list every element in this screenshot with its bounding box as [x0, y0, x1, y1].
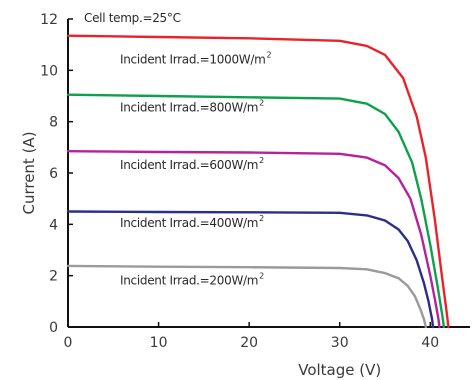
series-label-superscript: 2: [259, 156, 264, 165]
y-tick-label: 2: [49, 269, 58, 285]
x-tick-label: 0: [64, 335, 73, 351]
cell-temp-note: Cell temp.=25°C: [84, 11, 181, 25]
y-axis-title: Current (A): [20, 131, 38, 214]
series-label: Incident Irrad.=600W/m: [120, 158, 258, 172]
series-label: Incident Irrad.=800W/m: [120, 100, 258, 114]
series-label: Incident Irrad.=400W/m: [120, 216, 258, 230]
series-label: Incident Irrad.=1000W/m: [120, 53, 265, 67]
series-label-superscript: 2: [259, 214, 264, 223]
x-tick-label: 20: [240, 335, 258, 351]
y-tick-label: 12: [40, 12, 58, 28]
axes: 0 10 20 30 40 0 2 4 6 8 10 12: [40, 12, 470, 351]
x-tick-label: 10: [150, 335, 168, 351]
y-tick-label: 0: [49, 320, 58, 336]
x-tick-label: 40: [421, 335, 439, 351]
y-tick-label: 4: [49, 217, 58, 233]
series-line: [66, 93, 446, 329]
series-line: [66, 264, 427, 329]
y-tick-label: 8: [49, 115, 58, 131]
series-label-superscript: 2: [266, 51, 271, 60]
series-lines: [66, 34, 450, 329]
series-label-superscript: 2: [259, 272, 264, 281]
x-tick-label: 30: [331, 335, 349, 351]
x-axis-title: Voltage (V): [298, 361, 381, 379]
y-tick-label: 6: [49, 166, 58, 182]
series-label-superscript: 2: [259, 98, 264, 107]
y-tick-label: 10: [40, 63, 58, 79]
series-line: [66, 34, 450, 329]
series-line: [66, 210, 435, 329]
series-line: [66, 150, 441, 329]
series-label: Incident Irrad.=200W/m: [120, 274, 258, 288]
